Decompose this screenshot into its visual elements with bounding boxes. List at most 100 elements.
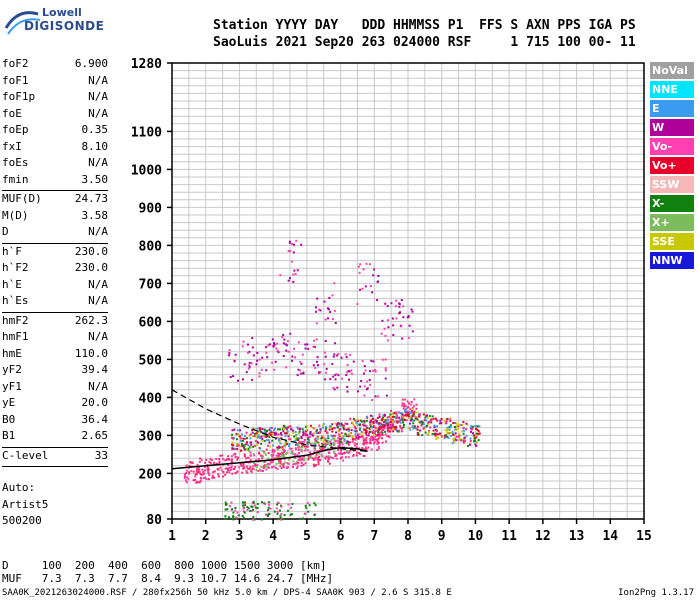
echo-point [280,454,283,457]
echo-point [224,517,227,520]
echo-point [404,414,407,417]
echo-point [294,439,297,442]
echo-point [198,466,201,469]
echo-point [293,269,296,272]
echo-point [285,428,288,431]
echo-point [236,458,239,461]
echo-point [454,422,457,425]
echo-point [349,432,352,435]
auto-version: 500200 [2,514,42,527]
echo-point [295,433,298,436]
echo-point [349,441,352,444]
echo-point [293,243,296,246]
echo-point [250,471,253,474]
param-value: N/A [88,379,108,393]
echo-point [452,422,455,425]
param-row: yF2 39.4 [2,363,108,380]
echo-point [210,459,213,462]
echo-point [431,433,434,436]
echo-point [384,302,387,305]
echo-point [316,356,319,359]
echo-point [285,440,288,443]
echo-point [378,422,381,425]
echo-point [390,409,393,412]
echo-point [446,432,449,435]
echo-point [357,436,360,439]
echo-point [345,356,348,359]
echo-point [265,464,268,467]
echo-point [246,471,249,474]
echo-point [337,352,340,355]
echo-point [296,465,299,468]
echo-point [454,429,457,432]
echo-point [248,467,251,470]
param-separator [2,190,108,191]
echo-point [390,426,393,429]
echo-point [440,417,443,420]
echo-point [230,501,233,504]
echo-point [185,464,188,467]
echo-point [255,363,258,366]
echo-point [239,449,242,452]
echo-point [226,467,229,470]
echo-point [426,416,429,419]
echo-point [415,403,418,406]
echo-point [292,429,295,432]
echo-point [419,429,422,432]
echo-point [301,444,304,447]
echo-point [384,430,387,433]
echo-point [257,431,260,434]
echo-point [295,442,298,445]
echo-point [299,459,302,462]
echo-point [327,459,330,462]
echo-point [358,428,361,431]
echo-point [316,450,319,453]
echo-point [421,434,424,437]
echo-point [297,439,300,442]
echo-point [399,421,402,424]
echo-point [311,518,314,521]
echo-point [288,438,291,441]
echo-point [332,375,335,378]
echo-point [434,434,437,437]
echo-point [265,369,268,372]
echo-point [308,441,311,444]
echo-point [279,432,282,435]
echo-point [341,456,344,459]
echo-point [383,424,386,427]
echo-point [342,459,345,462]
echo-point [413,425,416,428]
echo-point [235,516,238,519]
echo-point [386,428,389,431]
echo-point [222,475,225,478]
echo-point [324,456,327,459]
echo-point [351,435,354,438]
echo-point [378,432,381,435]
echo-point [432,429,435,432]
echo-point [208,460,211,463]
echo-point [253,504,256,507]
echo-point [377,429,380,432]
echo-point [341,443,344,446]
echo-point [322,437,325,440]
echo-point [273,450,276,453]
echo-point [317,461,320,464]
echo-point [375,428,378,431]
echo-point [376,448,379,451]
echo-point [350,369,353,372]
echo-point [401,427,404,430]
echo-point [478,425,481,428]
echo-point [326,307,329,310]
echo-point [307,510,310,513]
echo-point [329,440,332,443]
echo-point [271,450,274,453]
echo-point [351,438,354,441]
echo-point [288,277,291,280]
echo-point [239,439,242,442]
echo-point [294,273,297,276]
echo-point [372,438,375,441]
echo-point [387,430,390,433]
echo-point [224,501,227,504]
echo-point [234,471,237,474]
echo-point [279,515,282,518]
